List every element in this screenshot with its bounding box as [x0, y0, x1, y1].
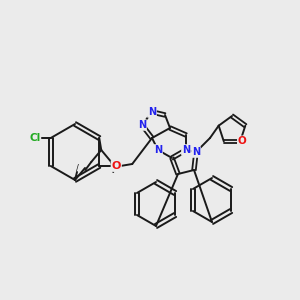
- Text: O: O: [112, 161, 121, 171]
- Text: /: /: [76, 164, 78, 172]
- Text: N: N: [154, 145, 162, 155]
- Text: N: N: [192, 147, 200, 157]
- Text: N: N: [182, 145, 190, 155]
- Text: Cl: Cl: [29, 133, 40, 143]
- Text: O: O: [238, 136, 247, 146]
- Text: N: N: [138, 120, 146, 130]
- Text: N: N: [148, 107, 156, 117]
